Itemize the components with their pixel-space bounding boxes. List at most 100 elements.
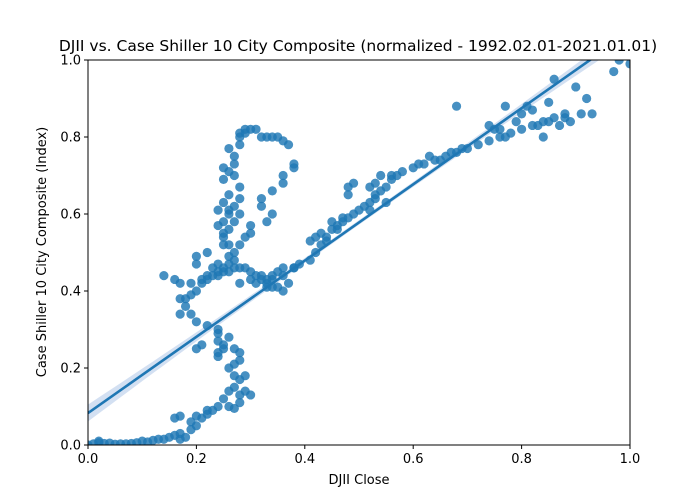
data-point [251,278,261,288]
data-point [256,201,267,211]
x-tick-label: 0.0 [78,452,99,467]
data-point [202,405,212,415]
data-point [332,224,342,234]
data-point [278,178,288,188]
y-axis-label: Case Shiller 10 City Composite (Index) [35,127,50,377]
plot-area-frame [87,59,631,446]
data-point [229,217,239,227]
data-point [191,344,201,354]
data-point [121,439,131,445]
data-point [451,101,462,111]
data-point [397,167,407,177]
data-point [251,124,261,134]
data-point [370,190,380,200]
data-point [267,209,277,219]
data-point [224,332,234,342]
x-tick-label: 0.8 [511,452,532,467]
data-point [159,271,169,281]
data-point [218,163,229,173]
data-point [235,194,245,204]
data-point [224,259,234,269]
x-axis: 0.0 0.2 0.4 0.6 0.8 1.0 [78,445,641,467]
data-point [235,355,245,365]
data-point [511,117,521,127]
data-point [224,240,234,250]
y-tick-label: 0.0 [60,439,81,454]
data-point [278,170,288,181]
data-point [321,232,332,242]
data-point [544,117,554,127]
data-point [175,309,185,319]
data-point [224,251,234,261]
x-tick-label: 1.0 [620,452,641,467]
data-point [229,159,239,169]
data-point [381,182,391,192]
regression-line [88,60,593,415]
data-point [240,232,250,242]
data-point [267,186,277,196]
data-point [576,109,586,119]
data-point [191,259,201,269]
data-point [370,178,380,188]
data-point [224,205,234,215]
x-tick-label: 0.2 [186,452,207,467]
data-point [224,190,234,200]
data-point [517,124,527,134]
data-point [159,434,169,444]
data-point [554,120,565,131]
data-point [278,286,288,296]
data-point [235,278,245,288]
data-point [235,390,245,400]
data-point [213,220,223,231]
data-point [218,344,229,354]
data-point [424,151,435,161]
regression-line-layer [88,60,593,415]
y-tick-label: 1.0 [60,54,81,69]
data-point [283,278,294,288]
data-point [414,159,424,169]
data-point [386,170,397,181]
data-point [197,274,207,285]
y-tick-label: 0.8 [60,131,81,146]
data-point [338,213,348,223]
x-tick-label: 0.6 [403,452,424,467]
data-point [224,143,234,154]
data-point [235,398,245,408]
data-point [473,140,483,150]
chart-title: DJII vs. Case Shiller 10 City Composite … [59,37,657,55]
y-tick-label: 0.6 [60,208,81,223]
data-point [186,309,196,319]
data-point [256,271,267,281]
data-point [256,194,267,204]
data-point [191,411,201,421]
data-point [235,240,245,250]
data-point [240,371,250,381]
data-point [235,209,245,219]
data-point [94,436,104,445]
data-point [213,351,223,362]
x-axis-label: DJII Close [328,473,389,488]
data-point [105,438,115,445]
data-point [229,403,239,414]
data-point [571,82,581,92]
data-point [500,132,510,142]
data-point [235,128,245,138]
data-point [218,394,229,404]
x-tick-label: 0.4 [294,452,315,467]
data-point [213,336,223,346]
data-point [186,417,196,427]
data-point [376,170,386,181]
data-point [289,163,299,173]
data-point [235,182,245,192]
data-point [175,294,185,304]
data-point [218,197,229,208]
data-point [175,278,185,288]
data-point [495,124,505,134]
y-axis: 0.0 0.2 0.4 0.6 0.8 1.0 [60,54,88,454]
data-point [262,217,272,227]
data-point [191,251,201,261]
data-point [213,205,223,215]
data-point [175,411,185,421]
data-point [235,140,245,150]
